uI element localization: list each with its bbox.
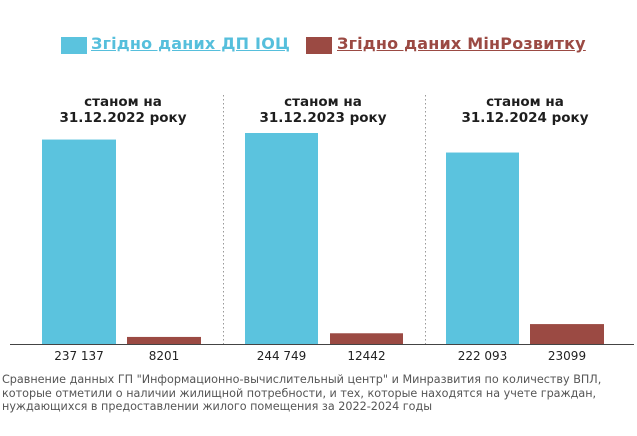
category-label-2-line-2: 31.12.2023 року: [259, 110, 386, 126]
chart-legend: Згідно даних ДП ІОЦ Згідно даних МінРозв…: [0, 34, 637, 60]
value-label-iots-1: 237 137: [54, 349, 104, 363]
category-label-3-line-1: станом на: [486, 94, 564, 110]
bar-minrozvytku-3: [530, 324, 604, 344]
legend-swatch-minrozvytku: [306, 37, 332, 54]
bar-iots-3: [446, 152, 519, 344]
bar-minrozvytku-2: [330, 333, 403, 344]
value-label-minrozvytku-3: 23099: [548, 349, 586, 363]
chart-caption: Сравнение данных ГП "Информационно-вычис…: [2, 373, 602, 414]
value-label-minrozvytku-1: 8201: [149, 349, 180, 363]
bar-iots-2: [245, 133, 318, 344]
value-label-minrozvytku-2: 12442: [347, 349, 385, 363]
value-label-iots-3: 222 093: [458, 349, 508, 363]
bar-iots-1: [42, 139, 116, 344]
category-label-1-line-2: 31.12.2022 року: [59, 110, 186, 126]
category-label-3-line-2: 31.12.2024 року: [461, 110, 588, 126]
bar-minrozvytku-1: [127, 336, 201, 344]
value-label-iots-2: 244 749: [257, 349, 307, 363]
legend-swatch-iots: [61, 37, 87, 54]
legend-label-iots: Згідно даних ДП ІОЦ: [91, 34, 291, 53]
category-label-1-line-1: станом на: [84, 94, 162, 110]
legend-label-minrozvytku: Згідно даних МінРозвитку: [337, 34, 586, 53]
category-label-2-line-1: станом на: [284, 94, 362, 110]
